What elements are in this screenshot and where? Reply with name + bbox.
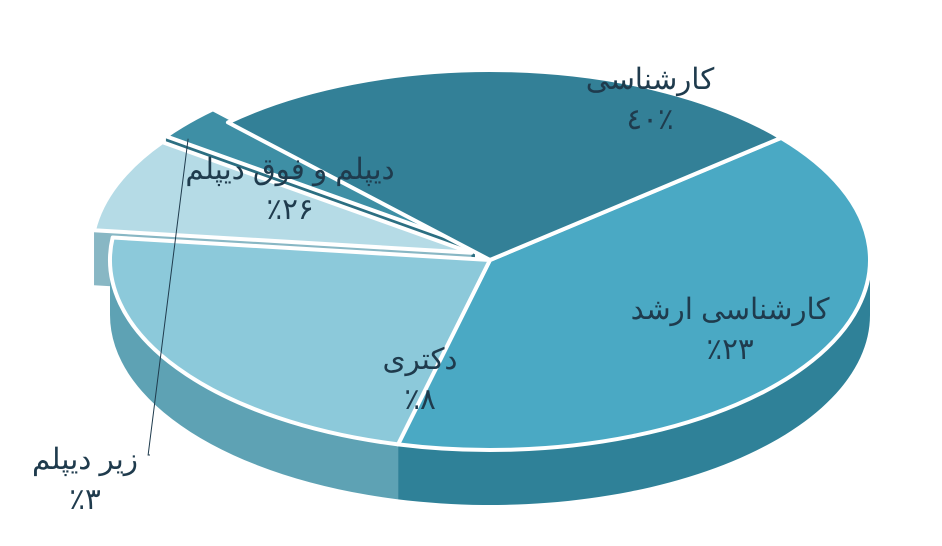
slice-label-bachelor: کارشناسی ٪٤٠	[520, 60, 780, 139]
slice-percent: ٪٤٠	[520, 100, 780, 140]
slice-label-below: زیر دیپلم ٪۳	[10, 440, 160, 519]
slice-name: زیر دیپلم	[10, 440, 160, 480]
slice-name: دیپلم و فوق دیپلم	[140, 150, 440, 190]
slice-name: دکتری	[330, 340, 510, 380]
slice-percent: ٪۸	[330, 380, 510, 420]
slice-name: کارشناسی ارشد	[600, 290, 860, 330]
slice-label-diploma: دیپلم و فوق دیپلم ٪۲۶	[140, 150, 440, 229]
slice-name: کارشناسی	[520, 60, 780, 100]
slice-percent: ٪۲۶	[140, 190, 440, 230]
slice-percent: ٪۲۳	[600, 330, 860, 370]
slice-percent: ٪۳	[10, 480, 160, 520]
slice-label-phd: دکتری ٪۸	[330, 340, 510, 419]
slice-label-master: کارشناسی ارشد ٪۲۳	[600, 290, 860, 369]
